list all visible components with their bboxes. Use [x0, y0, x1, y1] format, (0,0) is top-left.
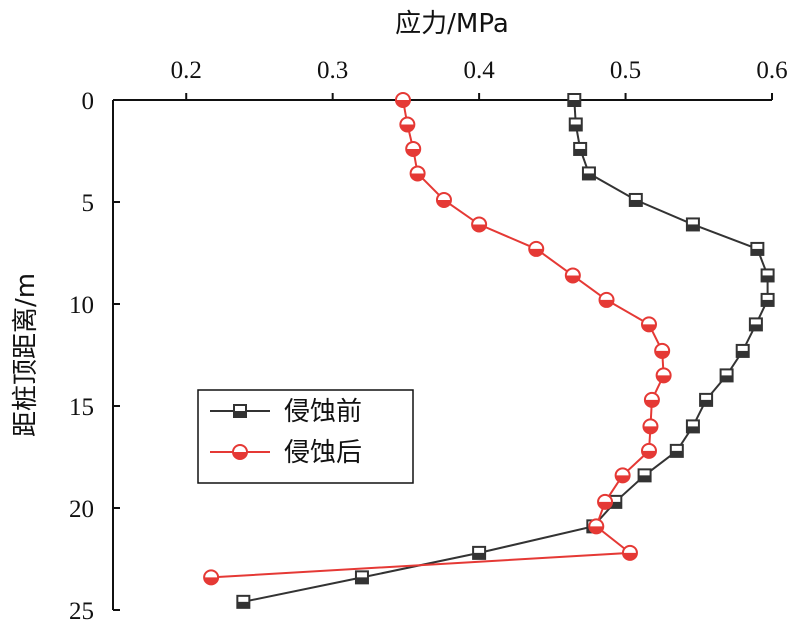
x-tick-label: 0.5 [610, 57, 641, 84]
data-point-fill [736, 350, 749, 357]
y-axis-ticks: 0 5 10 15 20 25 [69, 88, 120, 625]
data-point-fill [644, 399, 659, 407]
data-point-fill [436, 199, 451, 207]
data-point-fill [655, 350, 670, 358]
data-point-fill [670, 450, 683, 457]
data-point-fill [751, 248, 764, 255]
data-point-fill [574, 148, 587, 155]
data-point-fill [720, 375, 733, 382]
y-tick-label: 0 [82, 88, 95, 115]
data-point-fill [472, 224, 487, 232]
data-point-fill [761, 299, 774, 306]
series-0 [236, 93, 775, 609]
data-point-fill [641, 450, 656, 458]
data-point-fill [395, 100, 410, 108]
x-tick-label: 0.4 [463, 57, 495, 84]
data-point-fill [638, 475, 651, 482]
data-point-fill [598, 501, 613, 509]
x-tick-label: 0.2 [171, 57, 202, 84]
data-point-fill [643, 426, 658, 434]
y-tick-label: 25 [69, 598, 94, 625]
data-point-fill [204, 577, 219, 585]
data-point-fill [629, 199, 642, 206]
y-tick-label: 20 [69, 496, 94, 523]
series-layer [203, 92, 775, 609]
data-point-fill [568, 100, 581, 106]
x-tick-label: 0.6 [756, 57, 787, 84]
data-point-fill [599, 299, 614, 307]
data-point-fill [406, 148, 421, 156]
data-point-fill [686, 224, 699, 231]
series-line-0 [243, 99, 769, 603]
legend-swatch-marker-1-fill [233, 452, 247, 459]
data-point-fill [589, 526, 604, 534]
data-point-fill [473, 552, 486, 559]
series-1 [203, 92, 672, 586]
x-tick-label: 0.3 [317, 57, 348, 84]
y-tick-label: 15 [69, 394, 94, 421]
legend: 侵蚀前 侵蚀后 [197, 389, 414, 484]
data-point-fill [237, 601, 250, 608]
data-point-fill [410, 173, 425, 181]
y-tick-label: 10 [69, 292, 94, 319]
data-point-fill [400, 124, 415, 132]
y-tick-label: 5 [82, 190, 95, 217]
data-point-fill [641, 324, 656, 332]
x-axis-title: 应力/MPa [395, 9, 509, 39]
data-point-fill [700, 399, 713, 406]
data-point-fill [609, 501, 622, 508]
data-point-fill [761, 275, 774, 282]
legend-label-1: 侵蚀后 [284, 438, 362, 468]
data-point-fill [565, 275, 580, 283]
x-axis-ticks: 0.2 0.3 0.4 0.5 0.6 [171, 57, 788, 100]
data-point-fill [615, 475, 630, 483]
legend-swatch-marker-0-fill [234, 411, 246, 417]
data-point-fill [749, 324, 762, 331]
legend-label-0: 侵蚀前 [284, 397, 362, 427]
data-point-fill [569, 124, 582, 131]
data-point-fill [686, 426, 699, 433]
data-point-fill [355, 577, 368, 584]
data-point-fill [529, 248, 544, 256]
data-point-fill [582, 173, 595, 180]
data-point-fill [622, 552, 637, 560]
data-point-fill [656, 375, 671, 383]
y-axis-title: 距桩顶距离/m [11, 273, 41, 437]
